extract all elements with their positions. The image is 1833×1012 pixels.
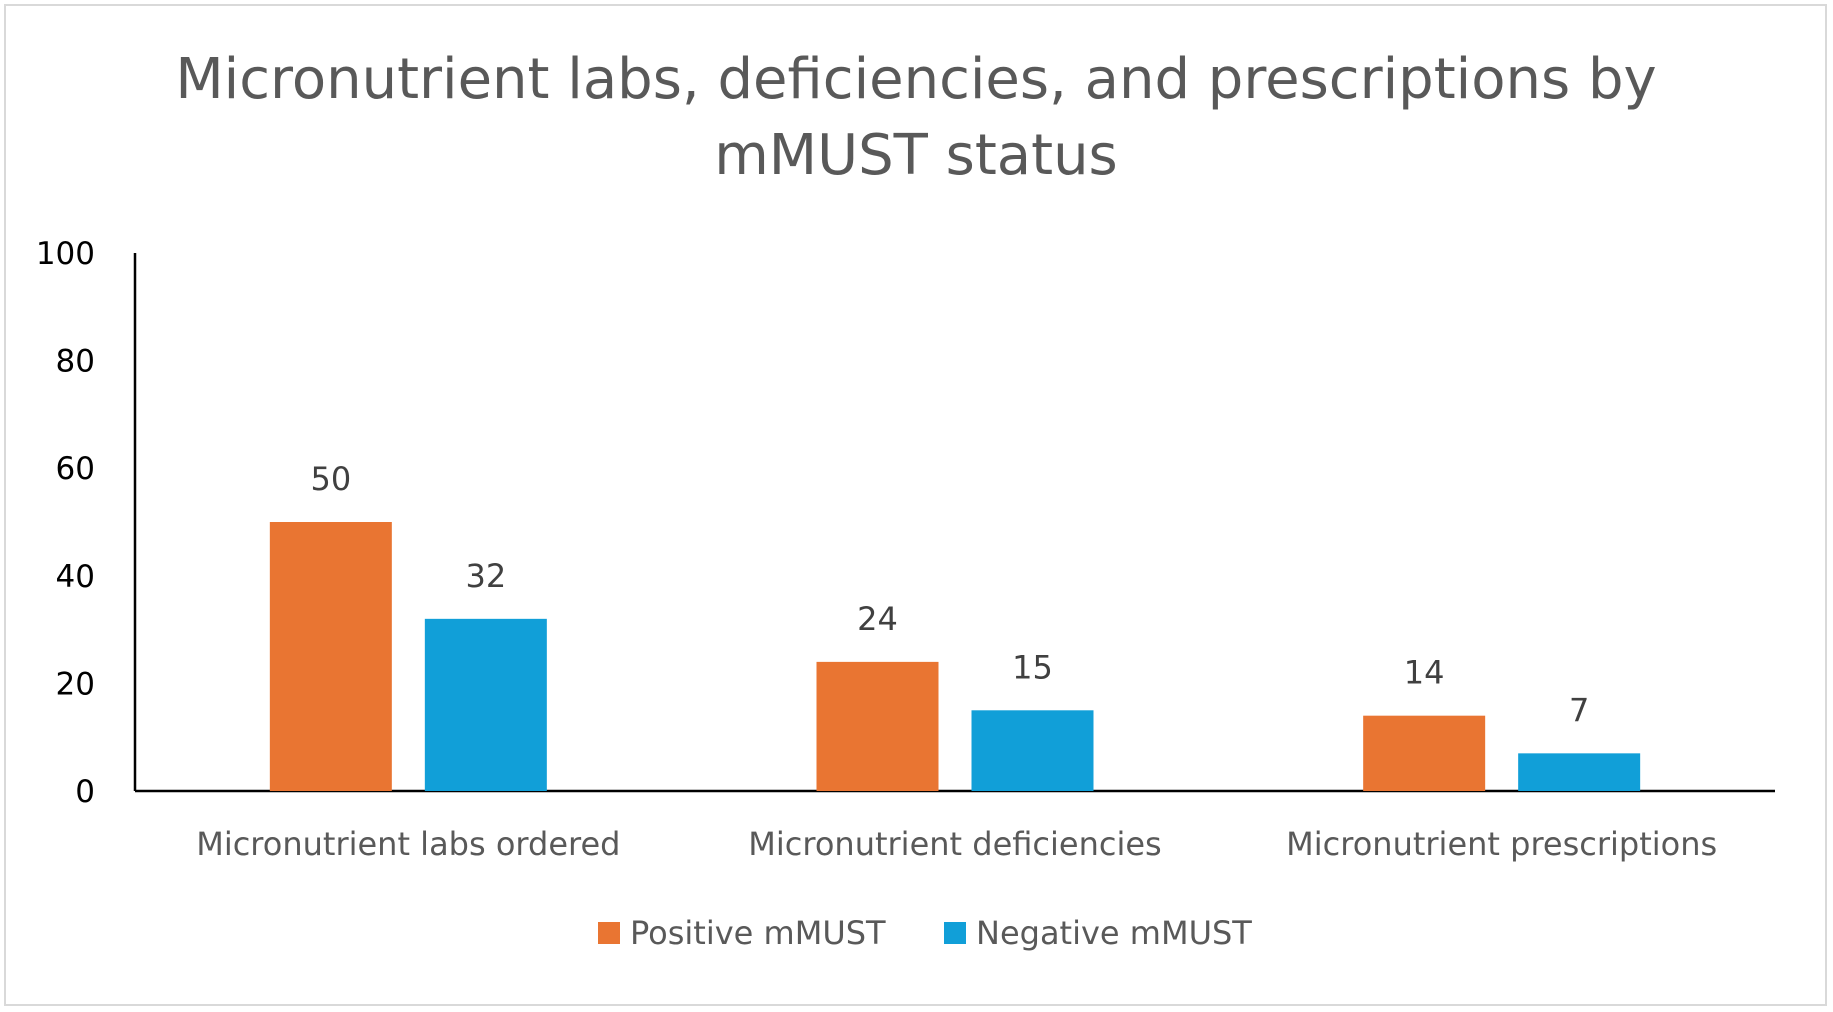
y-tick-label: 80 (56, 344, 95, 380)
chart-title-line-2: mMUST status (714, 123, 1118, 188)
labels: 50 32 Micronutrient labs ordered 24 15 Micron… (196, 460, 1717, 863)
y-tick-label: 0 (75, 774, 95, 810)
data-label: 24 (857, 600, 898, 638)
legend-swatch (944, 922, 966, 944)
bar (1363, 715, 1486, 791)
legend-label: Negative mMUST (976, 914, 1252, 952)
category-label: Micronutrient deficiencies (748, 825, 1161, 863)
bar (816, 661, 939, 791)
data-label: 15 (1012, 648, 1053, 686)
legend-label: Positive mMUST (630, 914, 886, 952)
bars (269, 522, 1641, 791)
bar (971, 710, 1094, 791)
category-label: Micronutrient prescriptions (1286, 825, 1717, 863)
y-tick-label: 40 (56, 559, 95, 595)
y-tick-label: 60 (56, 451, 95, 487)
data-label: 14 (1404, 654, 1445, 692)
data-label: 7 (1569, 691, 1589, 729)
chart-frame (4, 4, 1827, 1006)
chart-title: Micronutrient labs, deficiencies, and pr… (166, 42, 1666, 194)
bar (269, 522, 392, 791)
y-tick-label: 20 (56, 666, 95, 702)
axes: 0 20 40 60 80 100 (36, 236, 1775, 810)
y-tick-label: 100 (36, 236, 95, 272)
chart-title-line-1: Micronutrient labs, deficiencies, and pr… (175, 47, 1657, 112)
bar (1518, 753, 1641, 791)
legend-swatch (598, 922, 620, 944)
legend: Positive mMUST Negative mMUST (598, 914, 1252, 952)
data-label: 32 (465, 557, 506, 595)
data-label: 50 (310, 460, 351, 498)
bar (424, 618, 547, 791)
category-label: Micronutrient labs ordered (196, 825, 620, 863)
